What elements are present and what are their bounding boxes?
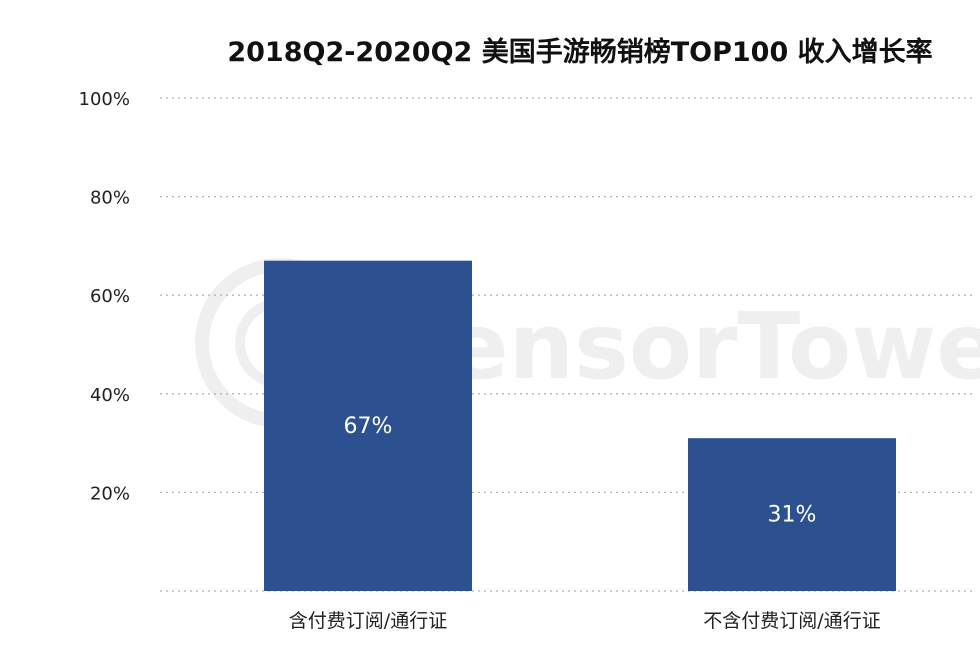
bar bbox=[688, 438, 896, 591]
y-tick-label: 40% bbox=[90, 385, 130, 406]
bar bbox=[264, 260, 472, 591]
bar-value-labels: 67% 31% bbox=[344, 414, 817, 528]
y-tick-label: 20% bbox=[90, 483, 130, 504]
x-category-label: 不含付费订阅/通行证 bbox=[703, 610, 880, 632]
x-axis-categories: 含付费订阅/通行证 不含付费订阅/通行证 bbox=[289, 610, 881, 632]
y-tick-label: 80% bbox=[90, 188, 130, 209]
y-tick-label: 100% bbox=[79, 89, 130, 110]
bar-value-label: 67% bbox=[344, 414, 393, 439]
watermark-text: SensorTower bbox=[380, 293, 980, 400]
y-tick-label: 60% bbox=[90, 286, 130, 307]
x-category-label: 含付费订阅/通行证 bbox=[289, 610, 447, 632]
bars bbox=[264, 260, 896, 591]
bar-value-label: 31% bbox=[768, 503, 817, 528]
chart-title: 2018Q2-2020Q2 美国手游畅销榜TOP100 收入增长率 bbox=[227, 36, 932, 68]
y-axis-ticks: 20% 40% 60% 80% 100% bbox=[79, 89, 130, 504]
